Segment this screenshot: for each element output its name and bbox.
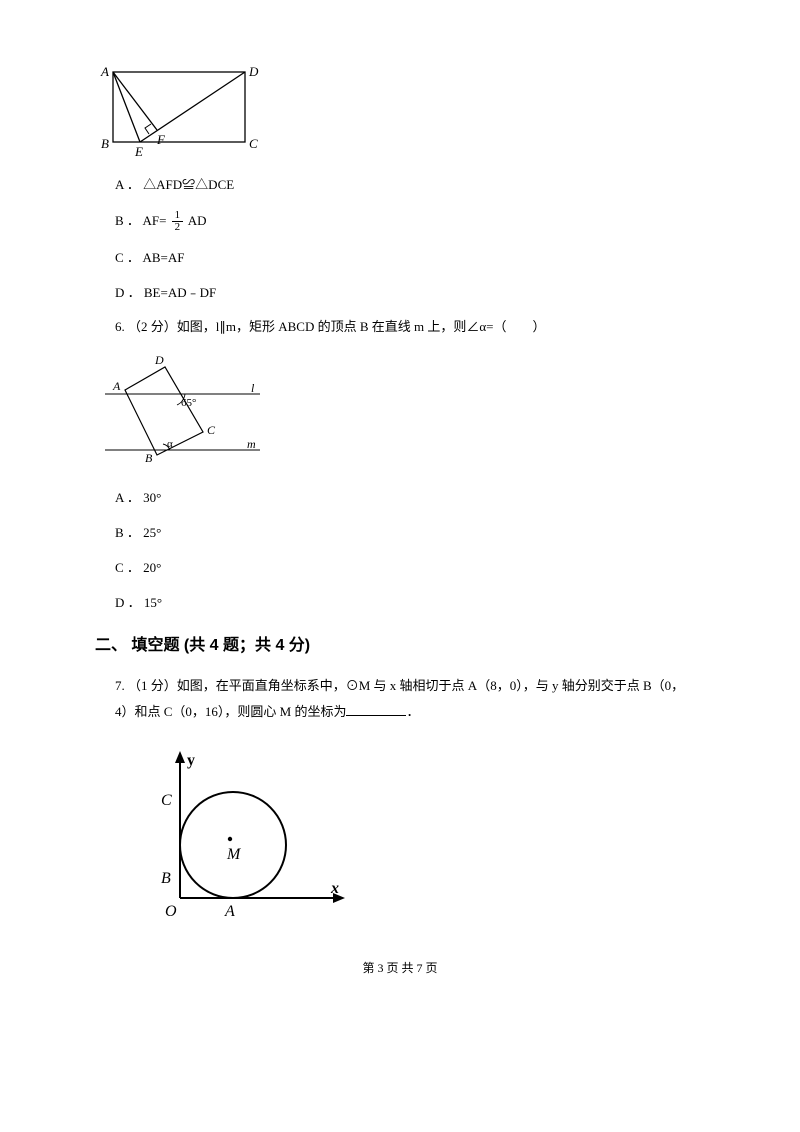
figure-q5-svg: A D B C E F (95, 64, 270, 159)
figure-q5: A D B C E F (95, 64, 705, 159)
label-x-axis: x (330, 880, 339, 897)
label-B3: B (161, 870, 171, 887)
label-l: l (251, 381, 255, 395)
label-A: A (100, 64, 109, 79)
label-D: D (248, 64, 259, 79)
label-65: 65° (181, 397, 196, 409)
label-A3: A (224, 903, 235, 920)
label-y-axis: y (187, 752, 195, 769)
label-m: m (247, 437, 256, 451)
q5-option-B: B ． AF= 12 AD (115, 210, 705, 234)
q5-option-D: D ． BE=AD﹣DF (115, 283, 705, 304)
label-C3: C (161, 792, 172, 809)
figure-q7: y x O A B C M (125, 743, 705, 933)
q5-optB-suffix: AD (185, 213, 206, 228)
q5-optB-prefix: B ． AF= (115, 213, 170, 228)
fraction-half: 12 (172, 210, 184, 234)
label-A2: A (112, 379, 121, 393)
q5-option-C: C ． AB=AF (115, 248, 705, 269)
figure-q6: A D C B l m 65° α (95, 352, 705, 472)
q6-option-D: D ． 15° (115, 593, 705, 614)
label-alpha: α (167, 438, 173, 450)
label-B2: B (145, 451, 153, 465)
q5-option-A: A ． △AFD≌△DCE (115, 175, 705, 196)
figure-q6-svg: A D C B l m 65° α (95, 352, 275, 472)
label-B: B (101, 136, 109, 151)
q7-suffix: ． (406, 704, 419, 719)
question-6: 6. （2 分）如图，l∥m，矩形 ABCD 的顶点 B 在直线 m 上，则∠α… (115, 317, 705, 338)
label-E: E (134, 144, 143, 159)
q6-option-A: A ． 30° (115, 488, 705, 509)
page: A D B C E F A ． △AFD≌△DCE B ． AF= 12 A D … (0, 0, 800, 1018)
question-7: 7. （1 分）如图，在平面直角坐标系中，⊙M 与 x 轴相切于点 A（8，0）… (115, 673, 685, 725)
q7-blank (346, 702, 406, 716)
label-C2: C (207, 423, 216, 437)
section-2-header: 二、 填空题 (共 4 题；共 4 分) (95, 633, 705, 659)
figure-q7-svg: y x O A B C M (125, 743, 355, 933)
q6-option-B: B ． 25° (115, 523, 705, 544)
page-footer: 第 3 页 共 7 页 (95, 959, 705, 978)
label-D2: D (154, 353, 164, 367)
label-F: F (156, 132, 166, 147)
frac-den: 2 (172, 222, 184, 234)
label-M: M (226, 846, 242, 863)
q6-option-C: C ． 20° (115, 558, 705, 579)
label-C: C (249, 136, 258, 151)
label-O: O (165, 903, 177, 920)
